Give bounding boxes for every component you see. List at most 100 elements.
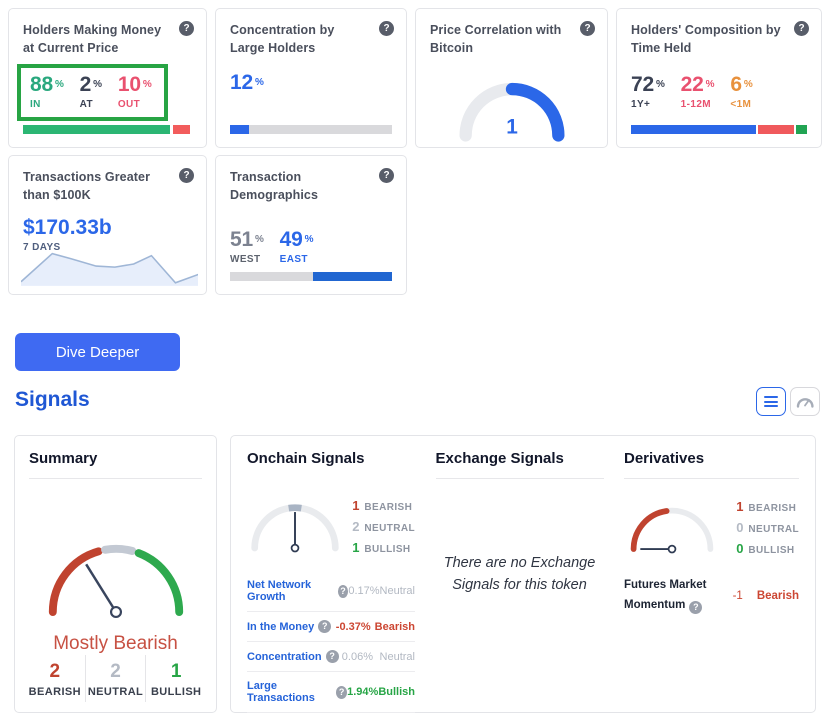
- derivatives-column: Derivatives 1 BEARISH 0 NEUTRAL 0 BULLISH F…: [624, 450, 799, 698]
- signal-row-in-the-money: In the Money? -0.37% Bearish: [247, 612, 415, 642]
- help-icon[interactable]: ?: [179, 168, 194, 183]
- transactions-period: 7 DAYS: [23, 242, 61, 253]
- stat-label: 1Y+: [631, 99, 651, 110]
- stat-label: AT: [79, 99, 94, 110]
- signal-status: Bullish: [378, 686, 415, 698]
- stat-out: 10% OUT: [118, 73, 152, 110]
- percent-sign: %: [142, 79, 152, 90]
- bullish-label: BULLISH: [748, 545, 795, 556]
- onchain-legend: 1 BEARISH 2 NEUTRAL 1 BULLISH: [347, 498, 415, 561]
- summary-sentiment: Mostly Bearish: [53, 633, 178, 654]
- onchain-gauge: [251, 504, 339, 553]
- sparkline-line: [21, 252, 199, 284]
- stat-value: 88: [30, 73, 53, 96]
- stat-east: 49% EAST: [280, 228, 314, 265]
- exchange-empty-message: There are no Exchange Signals for this t…: [443, 555, 596, 593]
- percent-sign: %: [655, 79, 665, 90]
- card-title: Concentration by Large Holders: [230, 23, 335, 55]
- stat-value: 12: [230, 71, 253, 94]
- bearish-label: BEARISH: [748, 503, 797, 514]
- percent-sign: %: [304, 234, 314, 245]
- onchain-signal-rows: Net Network Growth? 0.17% Neutral In the…: [247, 571, 415, 713]
- stat-value: 72: [631, 73, 654, 96]
- help-icon[interactable]: ?: [179, 21, 194, 36]
- stat-label: <1M: [730, 99, 752, 110]
- progress-bar: [230, 125, 392, 134]
- bullish-label: BULLISH: [150, 686, 202, 698]
- futures-momentum-row: Futures Market Momentum? -1 Bearish: [624, 576, 799, 615]
- bullish-count: 1: [170, 661, 182, 682]
- stat-in: 88% IN: [30, 73, 64, 110]
- help-icon[interactable]: ?: [379, 21, 394, 36]
- stat-value: 10: [117, 73, 141, 96]
- needle-pivot: [667, 544, 677, 554]
- summary-panel: Summary Mostly Bearish 2 BEARISH 2 NEUTR…: [14, 435, 217, 713]
- onchain-signals-column: Onchain Signals 1 BEARISH 2 NEUTRAL 1 BULLI…: [247, 450, 415, 713]
- signal-row-large-transactions: Large Transactions? 1.94% Bullish: [247, 672, 415, 713]
- signal-link[interactable]: Large Transactions: [247, 680, 315, 704]
- signal-link[interactable]: Concentration: [247, 650, 322, 663]
- summary-stat-neutral: 2 NEUTRAL: [84, 655, 146, 702]
- stat-label: 1-12M: [680, 99, 712, 110]
- onchain-title: Onchain Signals: [247, 450, 365, 467]
- bar-segment-under-1m: [796, 125, 807, 134]
- bar-segment-concentration: [230, 125, 250, 134]
- card-price-correlation: Price Correlation with Bitcoin ? 1: [415, 8, 608, 148]
- help-icon[interactable]: ?: [336, 685, 348, 699]
- derivatives-title: Derivatives: [624, 450, 705, 467]
- bearish-count: 1: [736, 499, 744, 514]
- bar-segment-west: [230, 272, 313, 281]
- neutral-label: NEUTRAL: [364, 523, 415, 534]
- help-icon[interactable]: ?: [580, 21, 595, 36]
- signal-status: Bearish: [374, 620, 415, 633]
- stat-1-12m: 22% 1-12M: [681, 73, 715, 110]
- highlight-box: 88% IN 2% AT 10% OUT: [17, 64, 168, 121]
- card-title: Holders Making Money at Current Price: [23, 23, 162, 55]
- needle-pivot: [109, 606, 122, 619]
- stat-value: 49: [279, 228, 303, 251]
- bullish-label: BULLISH: [364, 544, 411, 555]
- summary-stat-bearish: 2 BEARISH: [25, 655, 85, 702]
- divider: [435, 478, 604, 479]
- help-icon[interactable]: ?: [689, 600, 703, 614]
- stat-west: 51% WEST: [230, 228, 264, 265]
- help-icon[interactable]: ?: [325, 650, 339, 663]
- futures-momentum-text: Futures Market Momentum: [624, 579, 707, 611]
- gauge-view-toggle[interactable]: [790, 387, 820, 416]
- bar-segment-in: [23, 125, 171, 134]
- summary-stat-bullish: 1 BULLISH: [145, 655, 206, 702]
- card-title: Transactions Greater than $100K: [23, 170, 151, 202]
- stat-label: IN: [30, 99, 41, 110]
- divider: [624, 478, 799, 479]
- gauge-icon: [796, 398, 814, 408]
- signals-heading: Signals: [15, 388, 90, 411]
- neutral-label: NEUTRAL: [87, 686, 144, 698]
- percent-sign: %: [54, 79, 64, 90]
- signal-link[interactable]: Net Network Growth: [247, 579, 312, 603]
- transactions-value: $170.33b: [23, 216, 112, 239]
- help-icon[interactable]: ?: [318, 620, 332, 633]
- signal-link[interactable]: In the Money: [247, 620, 315, 633]
- help-icon[interactable]: ?: [337, 584, 349, 598]
- signal-value: -0.37%: [335, 620, 371, 633]
- summary-title: Summary: [29, 450, 98, 467]
- signal-row-net-network-growth: Net Network Growth? 0.17% Neutral: [247, 571, 415, 612]
- help-icon[interactable]: ?: [379, 168, 394, 183]
- gauge-arc: 1: [459, 82, 564, 142]
- derivatives-legend: 1 BEARISH 0 NEUTRAL 0 BULLISH: [731, 499, 799, 562]
- stat-concentration: 12%: [230, 71, 264, 95]
- percent-sign: %: [254, 77, 264, 88]
- list-icon: [764, 394, 778, 410]
- signal-status: Neutral: [379, 650, 415, 663]
- card-holders-making-money: Holders Making Money at Current Price ? …: [8, 8, 207, 148]
- sparkline-area: [21, 253, 199, 286]
- help-icon[interactable]: ?: [794, 21, 809, 36]
- dive-deeper-button[interactable]: Dive Deeper: [15, 333, 180, 371]
- list-view-toggle[interactable]: [756, 387, 786, 416]
- stat-label: EAST: [279, 254, 308, 265]
- signal-value: 0.06%: [341, 650, 373, 663]
- card-transaction-demographics: Transaction Demographics ? 51% WEST 49% …: [215, 155, 407, 295]
- bar-segment-1-12m: [757, 125, 795, 134]
- signal-row-concentration: Concentration? 0.06% Neutral: [247, 642, 415, 672]
